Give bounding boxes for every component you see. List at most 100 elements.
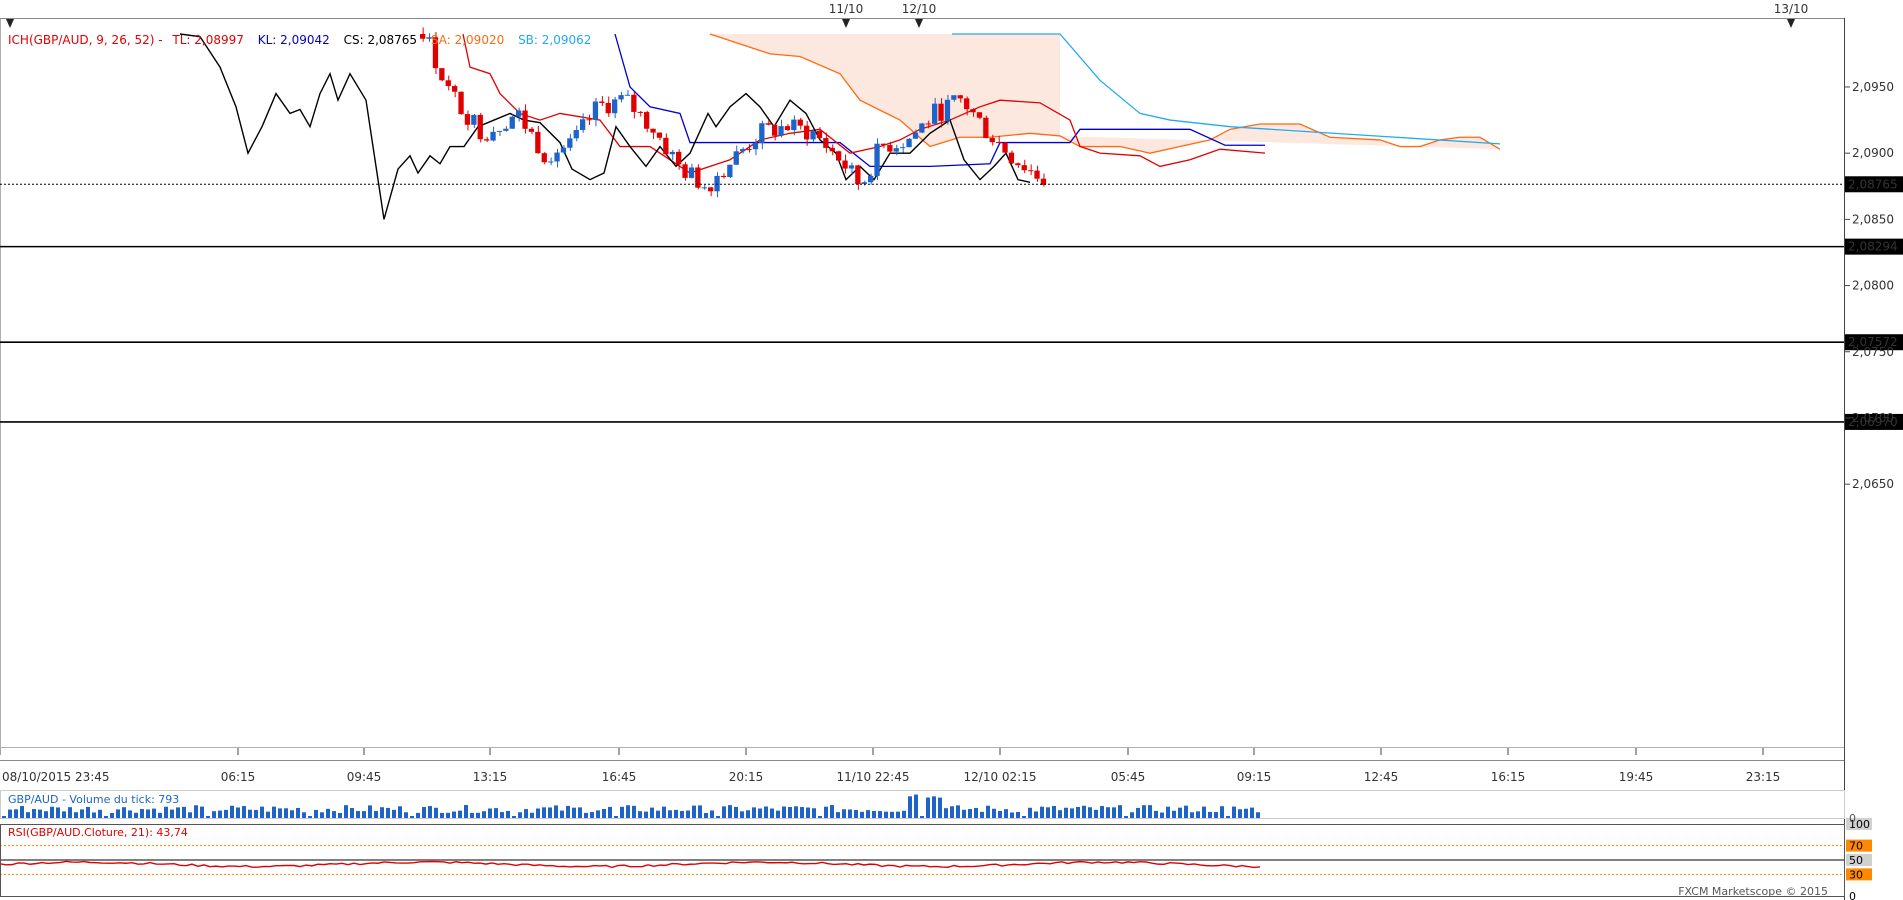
candle-body: [874, 143, 880, 176]
candle-body: [752, 142, 759, 150]
volume-bar: [32, 809, 36, 818]
volume-bar: [578, 807, 582, 818]
volume-bar: [284, 808, 288, 818]
level-price-label: 2,08294: [1848, 240, 1898, 254]
candle-body: [560, 147, 567, 153]
volume-bar: [290, 810, 294, 818]
volume-bar: [938, 797, 942, 818]
time-tick-label: 16:45: [602, 770, 637, 784]
candle-body: [656, 132, 663, 138]
current-price-badge: [1845, 176, 1903, 193]
candle-body: [1002, 142, 1008, 153]
candle-body: [976, 112, 983, 118]
volume-bar: [1130, 812, 1134, 818]
candle-body: [951, 95, 957, 100]
volume-bar: [908, 796, 912, 818]
candle-body: [746, 149, 752, 151]
volume-bar: [1100, 806, 1104, 818]
candle-body: [528, 128, 535, 132]
volume-bar: [818, 816, 822, 818]
candle-body: [932, 103, 938, 124]
volume-bar: [1052, 806, 1056, 818]
candle-body: [509, 116, 515, 129]
candle-body: [804, 125, 810, 140]
candle-body: [740, 149, 746, 152]
rsi-level-badge: [1846, 890, 1872, 900]
candle-body: [676, 151, 682, 165]
candle-body: [848, 165, 855, 169]
volume-bar: [1220, 806, 1224, 818]
volume-bar: [986, 805, 990, 818]
candle-body: [541, 153, 547, 163]
volume-bar: [584, 812, 588, 818]
volume-bar: [1208, 811, 1212, 818]
volume-bar: [992, 808, 996, 818]
rsi-level-badge: [1846, 839, 1872, 852]
tenkan-sen-line: [462, 33, 1266, 174]
kijun-sen-line: [614, 33, 1265, 168]
volume-bar: [488, 808, 492, 818]
date-marker-arrow: [842, 19, 850, 28]
candle-body: [836, 151, 842, 161]
volume-bar: [1196, 811, 1200, 818]
candle-body: [580, 119, 586, 130]
price-tick-label: 2,0800: [1852, 279, 1894, 293]
candle-body: [765, 123, 771, 125]
volume-bar: [680, 811, 684, 818]
volume-bar: [782, 806, 786, 818]
volume-bar: [974, 807, 978, 818]
price-tick-label: 2,0850: [1852, 212, 1894, 226]
candle-body: [592, 101, 599, 120]
volume-bar: [1070, 808, 1074, 818]
volume-bar: [722, 806, 726, 818]
candle-body: [797, 119, 803, 126]
volume-bar: [428, 806, 432, 818]
volume-bar: [440, 812, 444, 818]
volume-bar: [902, 810, 906, 818]
candle-body: [631, 94, 637, 112]
candle-body: [778, 126, 784, 136]
volume-bar: [728, 805, 732, 818]
candle-body: [484, 139, 490, 141]
volume-bar: [812, 808, 816, 818]
rsi-line: [0, 860, 1261, 869]
volume-bar: [158, 812, 162, 818]
volume-bar: [524, 809, 528, 818]
candle-body: [784, 126, 791, 131]
volume-bar: [638, 811, 642, 818]
candle-body: [445, 80, 451, 87]
candle-body: [618, 95, 624, 100]
volume-bar: [692, 805, 696, 818]
volume-bar: [644, 811, 648, 818]
candle-body: [612, 99, 618, 114]
candle-body: [650, 128, 656, 133]
volume-bar: [914, 794, 918, 818]
time-tick-label: 09:45: [347, 770, 382, 784]
volume-bar: [632, 805, 636, 818]
volume-bar: [656, 810, 660, 818]
volume-bar: [596, 810, 600, 818]
candle-body: [637, 111, 643, 113]
volume-bar: [950, 806, 954, 818]
volume-bar: [338, 812, 342, 818]
volume-bar: [1088, 807, 1092, 818]
volume-bar: [224, 809, 228, 818]
volume-bar: [212, 811, 216, 818]
volume-bar: [176, 807, 180, 818]
volume-bar: [1106, 807, 1110, 818]
rsi-level-label: 30: [1849, 868, 1863, 881]
volume-bar: [236, 807, 240, 818]
candle-body: [1040, 178, 1047, 185]
watermark: FXCM Marketscope © 2015: [1678, 885, 1828, 898]
candle-body: [919, 123, 925, 133]
level-price-badge: [1845, 238, 1903, 255]
time-tick-label: 12:45: [1364, 770, 1399, 784]
candle-body: [720, 175, 727, 178]
volume-bar: [1028, 807, 1032, 818]
candle-body: [548, 161, 554, 163]
volume-bar: [494, 808, 498, 818]
volume-bar: [566, 805, 570, 818]
volume-bar: [1232, 806, 1236, 818]
volume-bar: [1064, 807, 1068, 818]
